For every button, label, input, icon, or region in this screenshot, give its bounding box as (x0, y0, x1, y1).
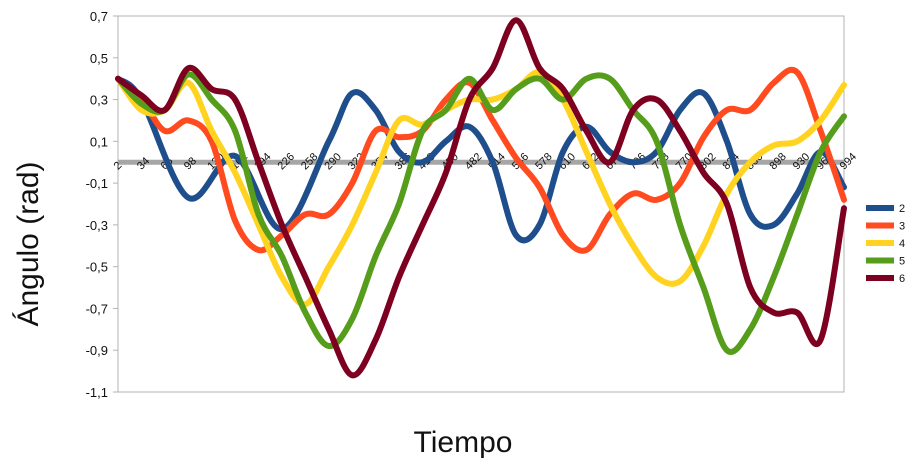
legend-label-6: 6 (899, 273, 905, 285)
y-tick-label: -0,7 (86, 301, 108, 316)
legend-label-4: 4 (899, 238, 905, 250)
legend-swatch-4 (866, 240, 894, 246)
series-line-5 (115, 71, 847, 355)
y-tick-label: 0,3 (90, 93, 108, 108)
y-tick-label: -0,3 (86, 218, 108, 233)
series-layer (115, 17, 847, 379)
legend-label-5: 5 (899, 256, 905, 268)
legend: 2 3 4 5 6 (866, 203, 905, 285)
series-line-6 (115, 17, 847, 379)
y-axis-title: Ángulo (rad) (12, 161, 45, 326)
y-tick-label: -0,9 (86, 343, 108, 358)
legend-swatch-6 (866, 275, 894, 281)
y-tick-label: 0,7 (90, 9, 108, 24)
legend-swatch-3 (866, 222, 894, 229)
y-tick-label: 0,1 (90, 134, 108, 149)
legend-swatch-2 (866, 205, 894, 211)
y-tick-label: -0,1 (86, 176, 108, 191)
y-axis: 0,7 0,5 0,3 0,1 -0,1 -0,3 -0,5 -0,7 -0,9 -1,1 (86, 9, 118, 400)
legend-label-3: 3 (899, 221, 905, 233)
legend-swatch-5 (866, 257, 894, 264)
x-axis-title: Tiempo (414, 426, 513, 459)
y-tick-label: 0,5 (90, 51, 108, 66)
y-tick-label: -0,5 (86, 260, 108, 275)
legend-label-2: 2 (899, 203, 905, 215)
y-tick-label: -1,1 (86, 385, 108, 400)
